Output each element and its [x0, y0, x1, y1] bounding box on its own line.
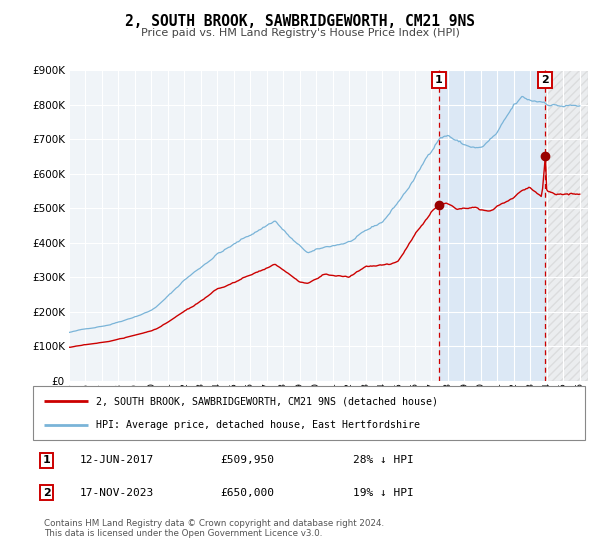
Text: 1: 1 [435, 76, 443, 85]
Text: HPI: Average price, detached house, East Hertfordshire: HPI: Average price, detached house, East… [97, 419, 421, 430]
Text: 2, SOUTH BROOK, SAWBRIDGEWORTH, CM21 9NS (detached house): 2, SOUTH BROOK, SAWBRIDGEWORTH, CM21 9NS… [97, 396, 439, 407]
Text: £650,000: £650,000 [221, 488, 275, 498]
Text: 12-JUN-2017: 12-JUN-2017 [80, 455, 154, 465]
Bar [439, 70, 545, 381]
Text: 2: 2 [541, 76, 549, 85]
Bar [545, 70, 588, 381]
Text: £509,950: £509,950 [221, 455, 275, 465]
Text: 19% ↓ HPI: 19% ↓ HPI [353, 488, 414, 498]
Text: 2: 2 [43, 488, 50, 498]
Text: Price paid vs. HM Land Registry's House Price Index (HPI): Price paid vs. HM Land Registry's House … [140, 28, 460, 38]
Text: 17-NOV-2023: 17-NOV-2023 [80, 488, 154, 498]
Text: 28% ↓ HPI: 28% ↓ HPI [353, 455, 414, 465]
Text: 1: 1 [43, 455, 50, 465]
FancyBboxPatch shape [33, 386, 585, 440]
Text: 2, SOUTH BROOK, SAWBRIDGEWORTH, CM21 9NS: 2, SOUTH BROOK, SAWBRIDGEWORTH, CM21 9NS [125, 14, 475, 29]
Text: Contains HM Land Registry data © Crown copyright and database right 2024.
This d: Contains HM Land Registry data © Crown c… [44, 519, 384, 538]
